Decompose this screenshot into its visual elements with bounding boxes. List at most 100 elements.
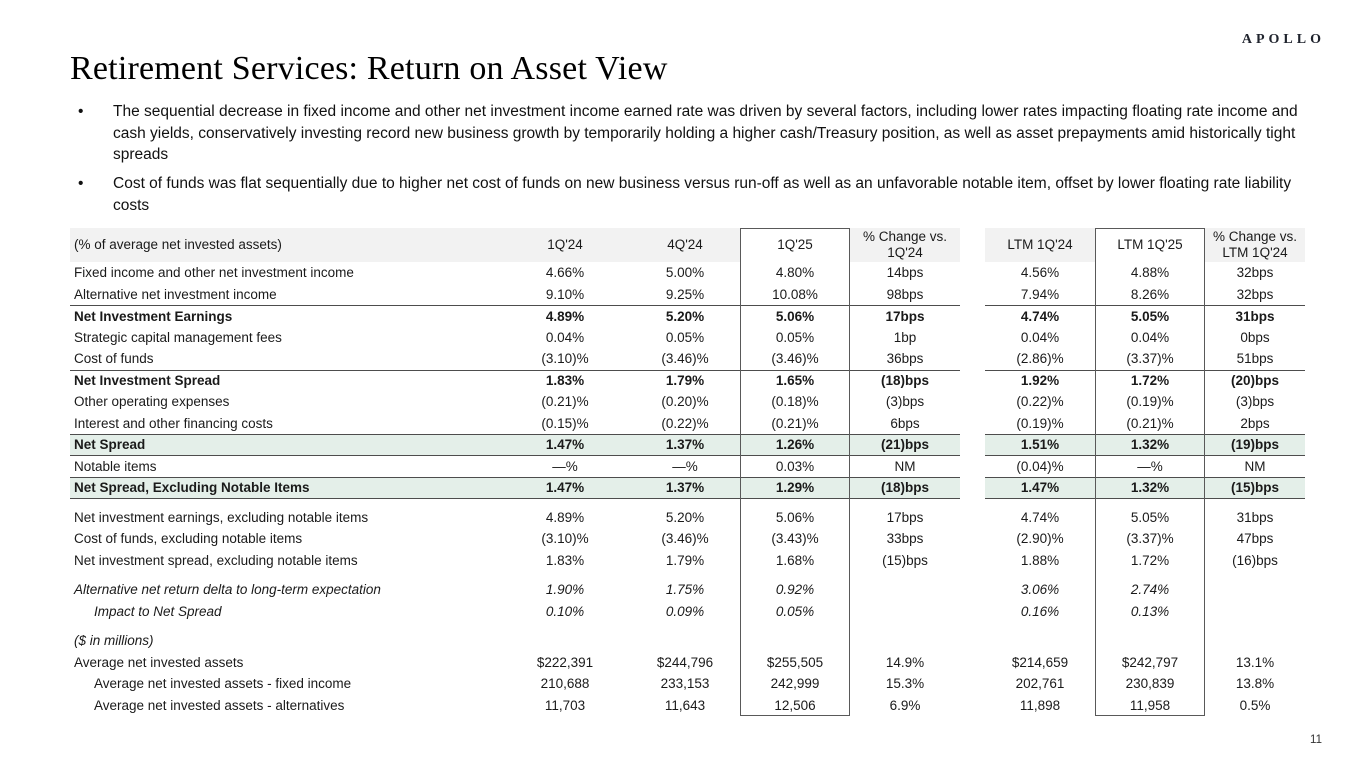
column-gap bbox=[960, 413, 985, 435]
table-cell: 202,761 bbox=[1015, 676, 1065, 692]
row-label: Average net invested assets - fixed inco… bbox=[94, 676, 352, 692]
table-cell: 14bps bbox=[886, 265, 924, 281]
column-header: 1Q'25 bbox=[740, 228, 850, 262]
table-row: Average net invested assets $222,391 $244,… bbox=[70, 652, 1305, 674]
table-cell: NM bbox=[894, 458, 916, 474]
table-cell: 1.65% bbox=[740, 369, 850, 392]
table-cell: 4.66% bbox=[545, 265, 585, 281]
page-number: 11 bbox=[1310, 734, 1322, 746]
row-label: Net Investment Spread bbox=[70, 369, 500, 392]
table-cell: 32bps bbox=[1236, 265, 1274, 281]
row-label: Net Spread bbox=[70, 434, 500, 456]
table-cell: (3.46)% bbox=[661, 531, 709, 547]
column-header: LTM 1Q'25 bbox=[1095, 228, 1205, 262]
table-cell bbox=[1205, 579, 1305, 601]
row-label: Average net invested assets bbox=[74, 654, 244, 670]
table-cell: 2.74% bbox=[1130, 582, 1170, 598]
table-row: Alternative net return delta to long-ter… bbox=[70, 579, 1305, 601]
table-cell: 5.05% bbox=[1130, 509, 1170, 525]
table-cell: (0.15)% bbox=[541, 415, 589, 431]
table-cell: 0.05% bbox=[665, 329, 705, 345]
table-cell: 1.29% bbox=[740, 477, 850, 499]
table-cell: 9.25% bbox=[665, 286, 705, 302]
table-row: Notable items —% —% 0.03% NM (0.04)% —% NM bbox=[70, 456, 1305, 478]
table-cell: 4.74% bbox=[985, 305, 1095, 327]
row-label: Notable items bbox=[74, 458, 157, 474]
table-cell: (0.21)% bbox=[1126, 415, 1174, 431]
table-row: Net Investment Spread 1.83% 1.79% 1.65% (18)… bbox=[70, 369, 1305, 392]
table-cell: 0.5% bbox=[1239, 697, 1271, 713]
row-label: Net investment earnings, excluding notab… bbox=[74, 509, 369, 525]
row-label: Other operating expenses bbox=[74, 394, 230, 410]
column-gap bbox=[960, 477, 985, 499]
table-cell: (2.90)% bbox=[1016, 531, 1064, 547]
table-cell: 0.05% bbox=[775, 329, 815, 345]
table-cell: 4.56% bbox=[1020, 265, 1060, 281]
table-cell: 0.05% bbox=[775, 603, 815, 619]
row-label: Net Investment Earnings bbox=[70, 305, 500, 327]
row-label: Fixed income and other net investment in… bbox=[74, 265, 354, 281]
table-cell: 8.26% bbox=[1130, 286, 1170, 302]
table-cell: $242,797 bbox=[1121, 654, 1179, 670]
row-label: Net Spread, Excluding Notable Items bbox=[70, 477, 500, 499]
table-cell: 210,688 bbox=[540, 676, 590, 692]
row-label: Average net invested assets - alternativ… bbox=[94, 697, 345, 713]
table-cell: 1.26% bbox=[740, 434, 850, 456]
table-cell: (3.37)% bbox=[1126, 531, 1174, 547]
table-row: Cost of funds (3.10)% (3.46)% (3.46)% 36bps (… bbox=[70, 348, 1305, 370]
table-cell: (3.10)% bbox=[541, 351, 589, 367]
table-cell: 36bps bbox=[886, 351, 924, 367]
table-cell: 1.32% bbox=[1095, 434, 1205, 456]
table-row: Strategic capital management fees 0.04% 0.… bbox=[70, 327, 1305, 349]
table-row: Impact to Net Spread 0.10% 0.09% 0.05% 0.16%… bbox=[70, 601, 1305, 623]
table-row: Cost of funds, excluding notable items (3… bbox=[70, 528, 1305, 550]
table-cell: 13.8% bbox=[1235, 676, 1275, 692]
table-cell bbox=[1205, 630, 1305, 652]
column-gap bbox=[960, 434, 985, 456]
table-cell: 11,643 bbox=[664, 697, 706, 713]
column-gap bbox=[960, 652, 985, 674]
column-gap bbox=[960, 630, 985, 652]
table-cell bbox=[1095, 630, 1205, 652]
column-gap bbox=[960, 370, 985, 392]
table-cell bbox=[985, 630, 1095, 652]
table-cell bbox=[1205, 601, 1305, 623]
table-cell: 17bps bbox=[886, 509, 924, 525]
row-label: Strategic capital management fees bbox=[74, 329, 282, 345]
table-header-row: (% of average net invested assets) 1Q'24… bbox=[70, 228, 1305, 262]
column-header: 4Q'24 bbox=[630, 228, 740, 262]
table-row: Net Spread, Excluding Notable Items 1.47%… bbox=[70, 477, 1305, 499]
table-cell: 5.00% bbox=[665, 265, 705, 281]
table-cell: 1.79% bbox=[630, 369, 740, 392]
table-cell: 9.10% bbox=[545, 286, 585, 302]
table-cell: (0.20)% bbox=[661, 394, 709, 410]
table-cell: 31bps bbox=[1205, 305, 1305, 327]
table-cell: 11,958 bbox=[1129, 697, 1171, 713]
table-cell: 5.06% bbox=[740, 305, 850, 327]
table-spacer bbox=[70, 622, 1305, 630]
table-spacer bbox=[70, 571, 1305, 579]
table-cell: 0.16% bbox=[1020, 603, 1060, 619]
table-cell: —% bbox=[552, 458, 578, 474]
table-cell: 6.9% bbox=[889, 697, 921, 713]
table-cell: 32bps bbox=[1236, 286, 1274, 302]
table-cell: 1.47% bbox=[500, 477, 630, 499]
table-cell: 4.80% bbox=[775, 265, 815, 281]
table-cell: 1.37% bbox=[630, 477, 740, 499]
table-cell: 0.04% bbox=[545, 329, 585, 345]
column-gap bbox=[960, 284, 985, 306]
table-cell: NM bbox=[1244, 458, 1266, 474]
table-cell: 31bps bbox=[1236, 509, 1274, 525]
column-header: % Change vs. 1Q'24 bbox=[850, 228, 960, 262]
table-cell: $244,796 bbox=[656, 654, 714, 670]
table-cell: 1.83% bbox=[545, 552, 585, 568]
table-cell: 1.72% bbox=[1095, 369, 1205, 392]
table-cell bbox=[500, 630, 630, 652]
table-cell: 1.68% bbox=[775, 552, 815, 568]
table-cell: (3.46)% bbox=[771, 351, 819, 367]
column-gap bbox=[960, 327, 985, 349]
table-row: Other operating expenses (0.21)% (0.20)% (0… bbox=[70, 391, 1305, 413]
table-cell: 33bps bbox=[886, 531, 924, 547]
table-cell: (19)bps bbox=[1205, 434, 1305, 456]
bullet-icon: • bbox=[78, 175, 84, 193]
